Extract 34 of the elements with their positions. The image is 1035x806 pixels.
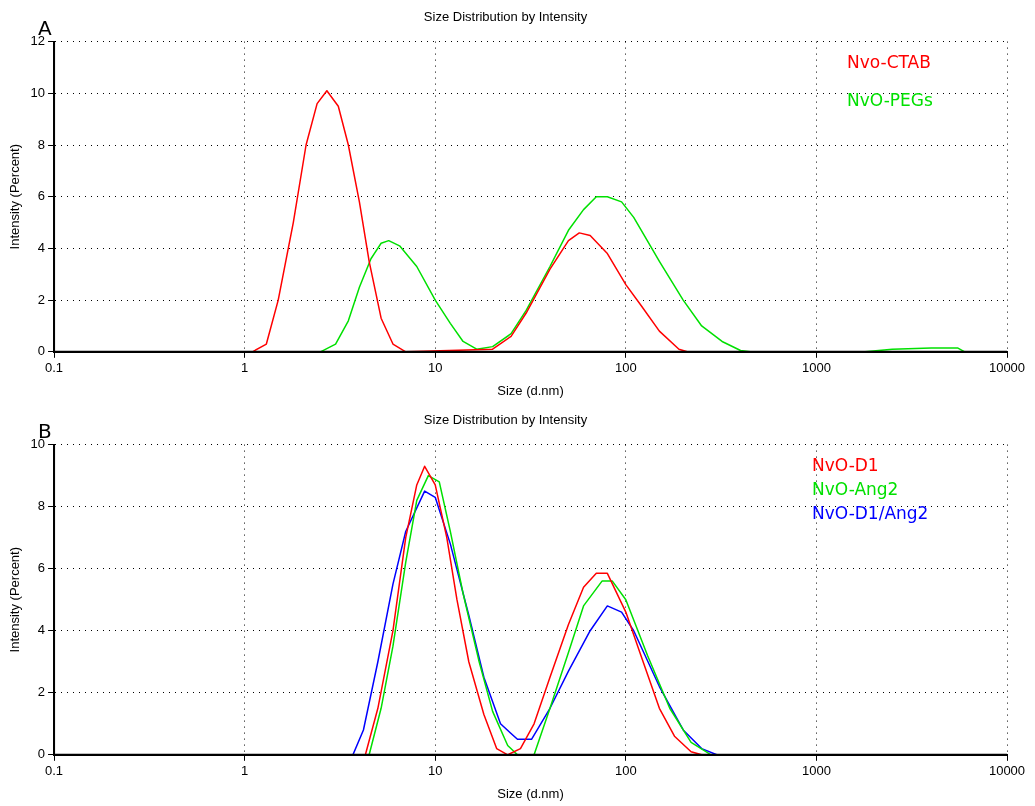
y-tick-label: 4 — [37, 622, 46, 638]
y-tick-label: 2 — [37, 291, 46, 307]
y-axis-title: Intensity (Percent) — [7, 546, 23, 653]
y-tick-label: 6 — [37, 188, 46, 204]
text: NvO-D1/Ang2 — [812, 503, 929, 524]
text: NvO-PEGs — [847, 90, 933, 111]
y-tick-label: 4 — [37, 239, 46, 255]
y-tick-label: 6 — [37, 560, 46, 576]
y-tick-label: 0 — [37, 343, 46, 359]
y-tick-label: 0 — [37, 746, 46, 762]
y-axis-title: Intensity (Percent) — [7, 143, 23, 250]
x-tick-label: 10 — [428, 360, 443, 376]
text: NvO-D1 — [812, 455, 879, 476]
x-tick-label: 10 — [428, 763, 443, 779]
x-tick-label: 100 — [614, 360, 637, 376]
chart-title: Size Distribution by Intensity — [423, 9, 588, 25]
x-tick-label: 10000 — [988, 763, 1026, 779]
y-tick-label: 2 — [37, 684, 46, 700]
x-tick-label: 100 — [614, 763, 637, 779]
y-tick-label: 10 — [30, 84, 46, 100]
x-tick-label: 0.1 — [45, 360, 64, 376]
x-tick-label: 1 — [241, 763, 249, 779]
x-tick-label: 1000 — [801, 360, 831, 376]
text: NvO-Ang2 — [812, 479, 899, 500]
x-axis-title: Size (d.nm) — [497, 785, 564, 801]
chart-title: Size Distribution by Intensity — [423, 412, 588, 428]
x-tick-label: 1 — [241, 360, 249, 376]
y-tick-label: 8 — [37, 498, 46, 514]
y-tick-label: 8 — [37, 136, 46, 152]
text: Nvo-CTAB — [847, 52, 931, 73]
x-tick-label: 10000 — [988, 360, 1026, 376]
x-axis-title: Size (d.nm) — [497, 382, 564, 398]
x-tick-label: 1000 — [801, 763, 831, 779]
x-tick-label: 0.1 — [45, 763, 64, 779]
